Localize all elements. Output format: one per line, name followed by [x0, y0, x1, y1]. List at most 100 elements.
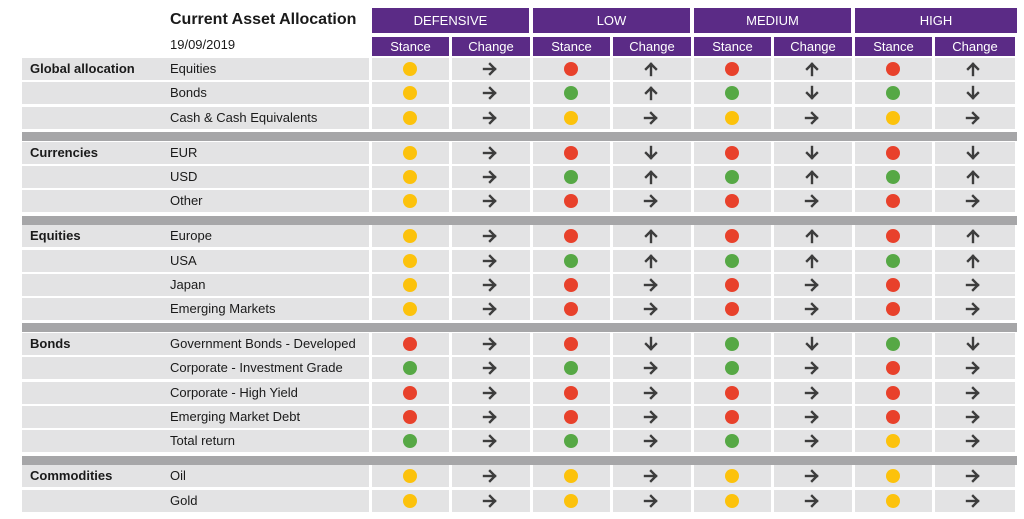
- yellow-stance-dot-icon: [886, 434, 900, 449]
- table-row: [22, 273, 369, 296]
- red-stance-dot-icon: [564, 385, 578, 400]
- table-row: [22, 165, 369, 188]
- arrow-down-icon: [963, 83, 983, 103]
- red-stance-dot-icon: [564, 229, 578, 244]
- green-stance-dot-icon: [725, 337, 739, 352]
- arrow-right-icon: [480, 358, 500, 378]
- red-stance-dot-icon: [725, 385, 739, 400]
- arrow-right-icon: [963, 275, 983, 295]
- section-separator: [22, 323, 1017, 333]
- arrow-right-icon: [641, 407, 661, 427]
- table-row: [22, 489, 369, 512]
- red-stance-dot-icon: [886, 194, 900, 209]
- yellow-stance-dot-icon: [403, 194, 417, 209]
- arrow-down-icon: [641, 334, 661, 354]
- section-title: Global allocation: [30, 61, 135, 76]
- arrow-up-icon: [963, 167, 983, 187]
- arrow-right-icon: [641, 275, 661, 295]
- arrow-right-icon: [802, 275, 822, 295]
- yellow-stance-dot-icon: [403, 302, 417, 317]
- red-stance-dot-icon: [886, 410, 900, 424]
- column-group-defensive: DEFENSIVE: [372, 8, 529, 33]
- arrow-down-icon: [802, 334, 822, 354]
- table-row: [22, 106, 369, 129]
- arrow-right-icon: [641, 191, 661, 211]
- arrow-right-icon: [480, 431, 500, 451]
- yellow-stance-dot-icon: [403, 253, 417, 268]
- arrow-down-icon: [802, 143, 822, 163]
- red-stance-dot-icon: [564, 302, 578, 317]
- green-stance-dot-icon: [886, 337, 900, 352]
- yellow-stance-dot-icon: [403, 229, 417, 244]
- yellow-stance-dot-icon: [403, 145, 417, 160]
- red-stance-dot-icon: [725, 194, 739, 209]
- red-stance-dot-icon: [725, 62, 739, 76]
- green-stance-dot-icon: [725, 253, 739, 268]
- yellow-stance-dot-icon: [886, 110, 900, 125]
- yellow-stance-dot-icon: [403, 277, 417, 292]
- arrow-right-icon: [641, 358, 661, 378]
- row-label: Corporate - Investment Grade: [170, 360, 343, 376]
- yellow-stance-dot-icon: [403, 469, 417, 484]
- row-label: Emerging Markets: [170, 301, 276, 317]
- table-row: [22, 58, 369, 80]
- arrow-right-icon: [963, 191, 983, 211]
- section-title: Equities: [30, 228, 81, 244]
- row-label: Corporate - High Yield: [170, 384, 298, 400]
- arrow-up-icon: [802, 251, 822, 271]
- arrow-right-icon: [963, 431, 983, 451]
- arrow-up-icon: [963, 251, 983, 271]
- red-stance-dot-icon: [886, 145, 900, 160]
- arrow-right-icon: [480, 334, 500, 354]
- yellow-stance-dot-icon: [564, 110, 578, 125]
- table-row: [22, 249, 369, 272]
- red-stance-dot-icon: [886, 385, 900, 400]
- green-stance-dot-icon: [725, 361, 739, 376]
- row-label: Bonds: [170, 85, 207, 101]
- arrow-right-icon: [480, 108, 500, 128]
- yellow-stance-dot-icon: [403, 169, 417, 184]
- row-label: Total return: [170, 433, 236, 449]
- arrow-right-icon: [802, 358, 822, 378]
- yellow-stance-dot-icon: [725, 469, 739, 484]
- arrow-down-icon: [963, 143, 983, 163]
- yellow-stance-dot-icon: [725, 110, 739, 125]
- arrow-down-icon: [641, 143, 661, 163]
- red-stance-dot-icon: [564, 277, 578, 292]
- arrow-right-icon: [480, 299, 500, 319]
- red-stance-dot-icon: [564, 62, 578, 76]
- arrow-right-icon: [963, 466, 983, 486]
- yellow-stance-dot-icon: [725, 493, 739, 508]
- arrow-right-icon: [480, 383, 500, 403]
- page-title: Current Asset Allocation: [170, 11, 357, 28]
- table-row: [22, 465, 369, 488]
- change-cell: [935, 333, 1015, 356]
- green-stance-dot-icon: [564, 434, 578, 449]
- table-row: [22, 225, 369, 248]
- row-label: Equities: [170, 61, 217, 76]
- yellow-stance-dot-icon: [564, 493, 578, 508]
- section-separator: [22, 131, 1017, 141]
- table-row: [22, 406, 369, 428]
- red-stance-dot-icon: [725, 302, 739, 317]
- column-header-stance: Stance: [855, 37, 932, 56]
- arrow-right-icon: [480, 226, 500, 246]
- column-header-change: Change: [935, 37, 1015, 56]
- arrow-right-icon: [963, 383, 983, 403]
- arrow-right-icon: [641, 383, 661, 403]
- red-stance-dot-icon: [403, 410, 417, 424]
- arrow-right-icon: [480, 83, 500, 103]
- arrow-right-icon: [480, 59, 500, 79]
- arrow-right-icon: [963, 299, 983, 319]
- yellow-stance-dot-icon: [403, 86, 417, 101]
- green-stance-dot-icon: [564, 253, 578, 268]
- arrow-up-icon: [641, 226, 661, 246]
- table-row: [22, 141, 369, 164]
- column-header-change: Change: [774, 37, 852, 56]
- arrow-up-icon: [641, 167, 661, 187]
- change-cell: [935, 141, 1015, 164]
- red-stance-dot-icon: [886, 229, 900, 244]
- change-cell: [935, 225, 1015, 248]
- red-stance-dot-icon: [886, 277, 900, 292]
- arrow-down-icon: [963, 334, 983, 354]
